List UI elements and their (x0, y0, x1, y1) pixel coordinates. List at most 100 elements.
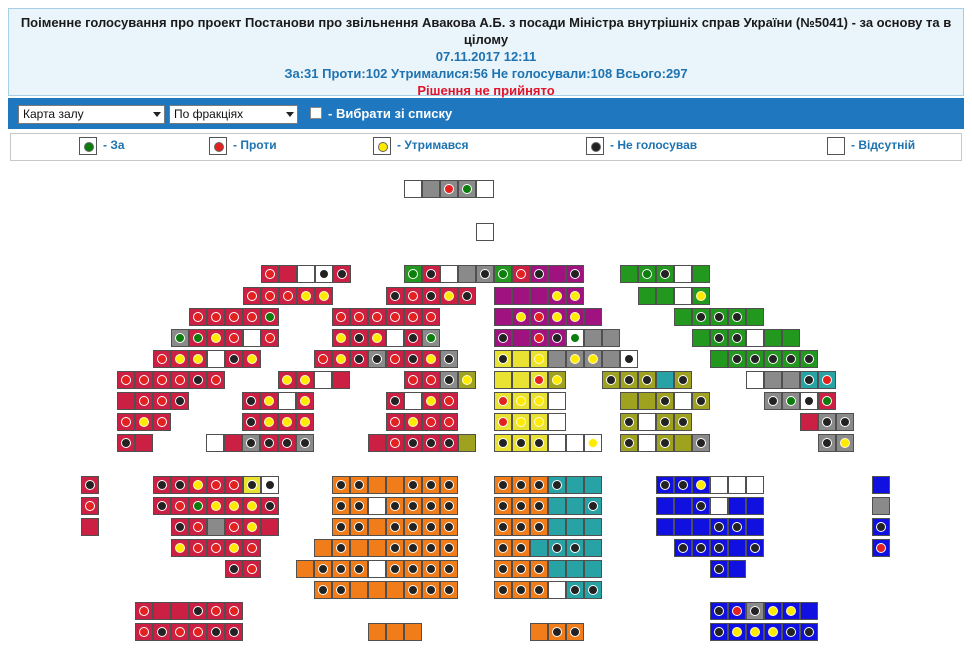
seat[interactable] (440, 581, 458, 599)
seat[interactable] (728, 350, 746, 368)
seat[interactable] (171, 476, 189, 494)
seat[interactable] (404, 413, 422, 431)
seat[interactable] (207, 371, 225, 389)
seat[interactable] (243, 539, 261, 557)
seat[interactable] (296, 371, 314, 389)
seat[interactable] (602, 329, 620, 347)
seat[interactable] (656, 371, 674, 389)
seat[interactable] (225, 476, 243, 494)
seat[interactable] (818, 413, 836, 431)
seat[interactable] (584, 308, 602, 326)
seat[interactable] (674, 434, 692, 452)
seat[interactable] (728, 476, 746, 494)
seat[interactable] (261, 265, 279, 283)
seat[interactable] (368, 350, 386, 368)
seat[interactable] (332, 497, 350, 515)
seat[interactable] (404, 392, 422, 410)
seat[interactable] (494, 581, 512, 599)
seat[interactable] (242, 413, 260, 431)
seat[interactable] (638, 287, 656, 305)
seat[interactable] (764, 392, 782, 410)
seat[interactable] (297, 265, 315, 283)
seat[interactable] (656, 413, 674, 431)
seat[interactable] (422, 308, 440, 326)
seat[interactable] (710, 623, 728, 641)
seat[interactable] (261, 308, 279, 326)
seat[interactable] (225, 350, 243, 368)
seat[interactable] (225, 623, 243, 641)
seat[interactable] (494, 476, 512, 494)
seat[interactable] (620, 434, 638, 452)
seat[interactable] (638, 413, 656, 431)
seat[interactable] (530, 560, 548, 578)
seat[interactable] (404, 371, 422, 389)
seat[interactable] (422, 497, 440, 515)
seat[interactable] (764, 350, 782, 368)
seat[interactable] (368, 476, 386, 494)
seat[interactable] (746, 539, 764, 557)
seat[interactable] (296, 434, 314, 452)
seat[interactable] (404, 434, 422, 452)
seat[interactable] (171, 623, 189, 641)
seat[interactable] (494, 287, 512, 305)
seat[interactable] (584, 350, 602, 368)
seat[interactable] (512, 497, 530, 515)
seat[interactable] (386, 497, 404, 515)
seat[interactable] (710, 497, 728, 515)
seat[interactable] (548, 371, 566, 389)
seat[interactable] (674, 413, 692, 431)
seat[interactable] (494, 392, 512, 410)
seat[interactable] (566, 581, 584, 599)
seat[interactable] (117, 413, 135, 431)
seat[interactable] (620, 392, 638, 410)
seat[interactable] (404, 497, 422, 515)
seat[interactable] (548, 265, 566, 283)
seat[interactable] (404, 265, 422, 283)
seat[interactable] (548, 392, 566, 410)
seat[interactable] (171, 602, 189, 620)
seat[interactable] (512, 329, 530, 347)
seat[interactable] (404, 287, 422, 305)
seat[interactable] (279, 265, 297, 283)
seat[interactable] (440, 539, 458, 557)
seat[interactable] (440, 476, 458, 494)
seat[interactable] (225, 329, 243, 347)
seat[interactable] (153, 476, 171, 494)
seat[interactable] (422, 392, 440, 410)
seat[interactable] (620, 350, 638, 368)
seat[interactable] (207, 497, 225, 515)
seat[interactable] (656, 497, 674, 515)
seat[interactable] (638, 371, 656, 389)
seat[interactable] (225, 497, 243, 515)
seat[interactable] (440, 392, 458, 410)
seat[interactable] (674, 476, 692, 494)
seat[interactable] (440, 287, 458, 305)
seat[interactable] (225, 560, 243, 578)
seat[interactable] (818, 371, 836, 389)
seat[interactable] (207, 476, 225, 494)
seat[interactable] (207, 623, 225, 641)
seat[interactable] (800, 413, 818, 431)
seat[interactable] (764, 329, 782, 347)
seat[interactable] (171, 518, 189, 536)
seat[interactable] (638, 434, 656, 452)
seat[interactable] (386, 287, 404, 305)
seat[interactable] (171, 371, 189, 389)
seat[interactable] (368, 308, 386, 326)
seat[interactable] (386, 476, 404, 494)
seat[interactable] (404, 476, 422, 494)
seat[interactable] (818, 392, 836, 410)
seat[interactable] (278, 371, 296, 389)
seat[interactable] (872, 518, 890, 536)
seat[interactable] (494, 371, 512, 389)
seat[interactable] (494, 350, 512, 368)
seat[interactable] (189, 539, 207, 557)
seat[interactable] (566, 287, 584, 305)
seat[interactable] (692, 434, 710, 452)
seat[interactable] (530, 413, 548, 431)
seat[interactable] (225, 539, 243, 557)
seat[interactable] (332, 350, 350, 368)
seat[interactable] (512, 308, 530, 326)
seat[interactable] (710, 308, 728, 326)
seat[interactable] (530, 497, 548, 515)
